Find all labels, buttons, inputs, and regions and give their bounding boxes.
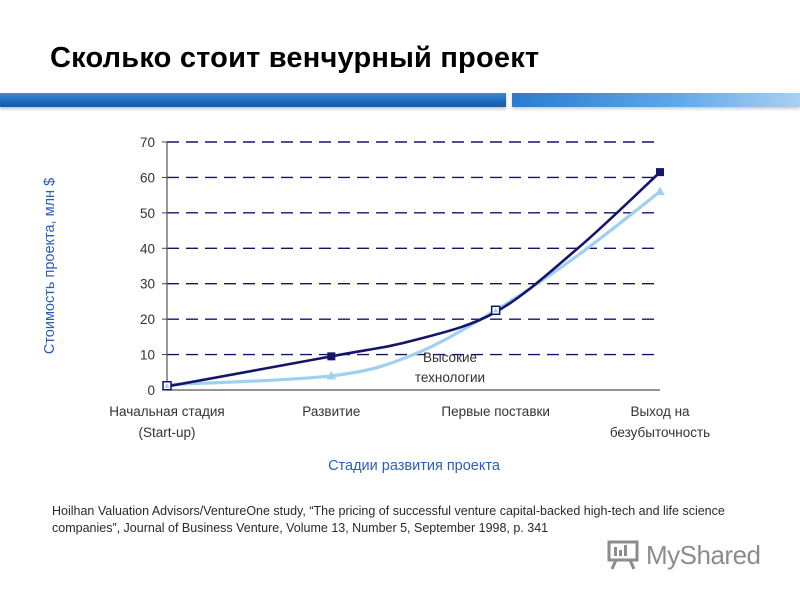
y-tick-label: 10 — [140, 348, 155, 363]
light-triangle-marker — [655, 186, 665, 196]
y-tick-label: 50 — [140, 206, 155, 221]
annotation-label: Высокие технологии — [415, 350, 485, 385]
watermark: MyShared — [606, 537, 761, 573]
y-tick-label: 40 — [140, 241, 155, 256]
series-line-light — [165, 190, 662, 387]
watermark-text: MyShared — [646, 539, 761, 570]
overlap-triangle-marker — [493, 307, 499, 313]
x-tick-label: Развитие — [302, 404, 360, 419]
y-tick-label: 20 — [140, 312, 155, 327]
x-axis-title: Стадии развития проекта — [328, 458, 501, 474]
title-accent-bar — [0, 93, 800, 109]
y-tick-label: 30 — [140, 277, 155, 292]
x-tick-label: Начальная стадия (Start-up) — [109, 404, 224, 440]
slide-title: Сколько стоит венчурный проект — [50, 42, 540, 74]
light-triangle-marker — [326, 370, 337, 380]
title-bar-right — [512, 93, 800, 107]
y-tick-label: 60 — [140, 170, 155, 185]
y-tick-label: 0 — [147, 383, 155, 398]
y-axis-title: Стоимость проекта, млн $ — [42, 178, 58, 354]
series-line-dark — [165, 170, 662, 388]
x-tick-label: Выход на безубыточность — [610, 404, 710, 440]
x-tick-label: Первые поставки — [441, 404, 550, 419]
dark-square-marker — [656, 168, 664, 177]
title-bar-left — [0, 93, 506, 107]
y-tick-label: 70 — [140, 135, 155, 150]
source-citation: Hoilhan Valuation Advisors/VentureOne st… — [52, 504, 725, 535]
presentation-board-icon — [607, 540, 639, 570]
start-triangle-marker — [164, 383, 170, 388]
dark-square-marker — [327, 352, 336, 361]
